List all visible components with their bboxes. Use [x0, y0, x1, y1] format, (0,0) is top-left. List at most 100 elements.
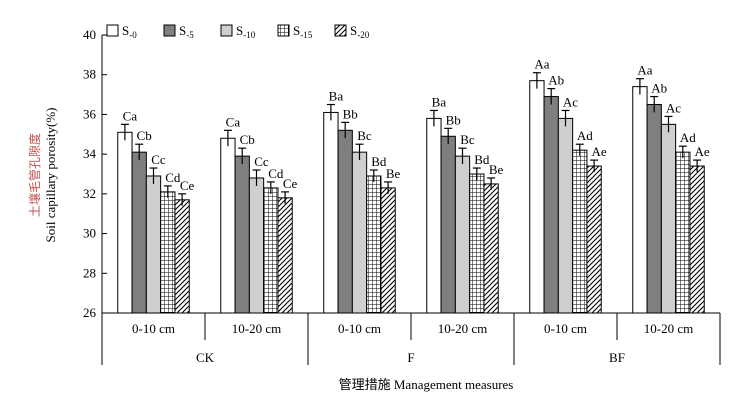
significance-label: Ac: [666, 100, 681, 115]
bar: [483, 183, 499, 314]
significance-label: Cb: [137, 128, 152, 143]
bar: [248, 177, 265, 314]
bar: [632, 86, 648, 314]
bar: [440, 135, 456, 314]
y-axis: 26 28 30 32 34 36 38 40: [83, 27, 107, 320]
x-axis: 0-10 cm 10-20 cm CK 0-10 cm 10-20 cm F 0-10 cm…: [101, 312, 721, 365]
x-group-label: BF: [609, 350, 625, 365]
significance-label: Bc: [460, 132, 475, 147]
legend-swatch: [163, 24, 176, 37]
significance-label: Cc: [254, 154, 269, 169]
y-tick-label: 36: [83, 106, 97, 121]
x-group-label: F: [407, 350, 414, 365]
significance-label: Cd: [165, 170, 181, 185]
legend-swatch: [106, 24, 119, 37]
bar: [160, 191, 176, 314]
y-tick-label: 32: [83, 186, 96, 201]
bar: [572, 149, 588, 314]
bar: [426, 117, 442, 314]
legend-swatch: [220, 24, 233, 37]
bar: [660, 123, 677, 314]
y-axis-title: 土壤毛管孔隙度 Soil capillary porosity(%): [27, 107, 58, 242]
y-axis-title-cn: 土壤毛管孔隙度: [27, 133, 42, 217]
legend-label-subscript: -20: [357, 30, 369, 40]
legend-item: S-20: [334, 23, 370, 40]
significance-label: Ab: [548, 73, 564, 88]
x-group-label: CK: [196, 350, 215, 365]
legend-label: S-5: [179, 23, 194, 40]
bar: [675, 151, 691, 314]
significance-label: Cc: [151, 152, 166, 167]
legend-item: S-0: [106, 23, 137, 40]
significance-label: Bc: [357, 128, 372, 143]
legend-item: S-10: [220, 23, 256, 40]
significance-label: Ba: [329, 89, 344, 104]
bar: [557, 117, 574, 314]
bar: [323, 111, 339, 314]
y-tick-label: 38: [83, 67, 96, 82]
significance-label: Ab: [651, 81, 667, 96]
bar: [689, 165, 705, 314]
legend: S-0 S-5 S-10 S-15 S-20: [106, 23, 370, 40]
y-tick-label: 34: [83, 146, 97, 161]
significance-label: Ac: [563, 94, 578, 109]
y-tick-label: 26: [83, 305, 97, 320]
x-category-label: 0-10 cm: [338, 321, 381, 336]
significance-label: Ce: [283, 176, 298, 191]
significance-label: Ad: [680, 130, 696, 145]
significance-label: Ad: [577, 128, 593, 143]
significance-label: Cb: [240, 132, 255, 147]
significance-label: Bb: [446, 112, 461, 127]
legend-label-subscript: -0: [129, 30, 137, 40]
bar: [174, 199, 190, 314]
x-category-label: 0-10 cm: [544, 321, 587, 336]
x-axis-title: 管理措施 Management measures: [339, 377, 514, 392]
x-category-label: 10-20 cm: [438, 321, 487, 336]
legend-swatch: [277, 24, 290, 37]
bar: [454, 155, 471, 314]
bar: [145, 175, 162, 314]
significance-label: Ae: [592, 144, 607, 159]
y-axis-title-en: Soil capillary porosity(%): [43, 107, 58, 242]
significance-label: Bd: [371, 154, 387, 169]
legend-label: S-10: [236, 23, 256, 40]
legend-label: S-20: [350, 23, 370, 40]
bar: [366, 175, 382, 314]
legend-label-base: S: [179, 23, 186, 38]
significance-label: Ca: [123, 108, 138, 123]
bar: [469, 173, 485, 314]
x-category-label: 10-20 cm: [232, 321, 281, 336]
y-tick-label: 30: [83, 226, 96, 241]
legend-label-subscript: -5: [186, 30, 194, 40]
bar: [351, 151, 368, 314]
bar: [117, 131, 133, 314]
bar: [646, 104, 662, 314]
bar: [277, 197, 293, 314]
significance-label: Bb: [343, 106, 358, 121]
legend-label-subscript: -15: [300, 30, 312, 40]
significance-label: Ba: [432, 94, 447, 109]
legend-label-subscript: -10: [243, 30, 255, 40]
legend-swatch: [334, 24, 347, 37]
x-category-label: 0-10 cm: [132, 321, 175, 336]
bar: [543, 96, 559, 314]
legend-item: S-5: [163, 23, 194, 40]
significance-label: Bd: [474, 152, 490, 167]
bars: CaCbCcCdCeCaCbCcCdCeBaBbBcBdBeBaBbBcBdBe…: [117, 57, 710, 314]
significance-label: Aa: [637, 63, 652, 78]
legend-label-base: S: [122, 23, 129, 38]
y-tick-label: 40: [83, 27, 96, 42]
legend-label-base: S: [236, 23, 243, 38]
y-tick-label: 28: [83, 265, 96, 280]
bar: [529, 80, 545, 314]
significance-label: Ce: [180, 178, 195, 193]
bar: [220, 137, 236, 314]
significance-label: Be: [489, 162, 504, 177]
legend-label: S-15: [293, 23, 313, 40]
bar: [131, 151, 147, 314]
legend-item: S-15: [277, 23, 313, 40]
bar: [234, 155, 250, 314]
significance-label: Be: [386, 166, 401, 181]
legend-label: S-0: [122, 23, 137, 40]
